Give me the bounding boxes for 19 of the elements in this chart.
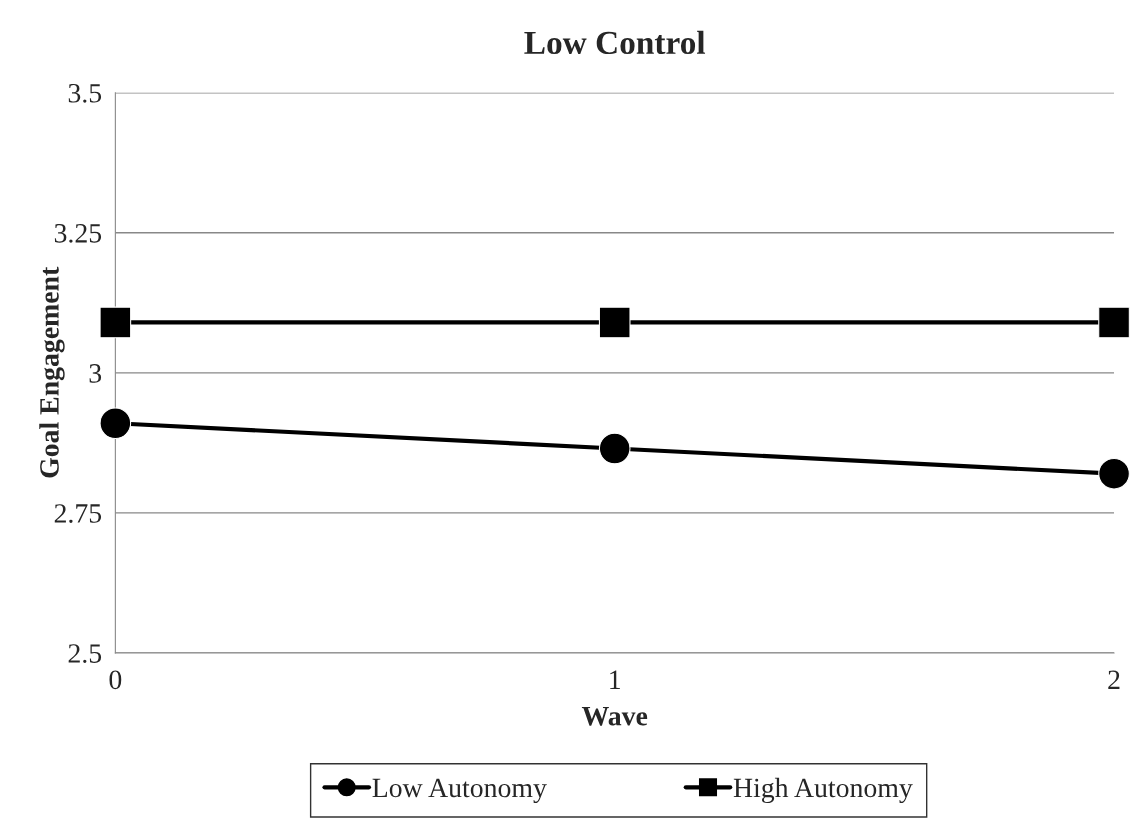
point <box>1098 457 1130 490</box>
y-tick-label: 3.5 <box>68 83 102 103</box>
point <box>598 432 631 465</box>
point <box>99 407 132 440</box>
x-tick-label: 2 <box>1108 670 1120 689</box>
y-tick-label: 2.75 <box>54 504 102 523</box>
legend-label: High Autonomy <box>733 777 913 804</box>
x-axis-title: Wave <box>581 707 648 726</box>
point <box>598 306 631 339</box>
x-tick-label: 0 <box>109 670 122 690</box>
x-tick-label: 1 <box>610 670 620 689</box>
point <box>1098 306 1130 339</box>
y-tick-label: 2.5 <box>68 644 102 663</box>
point <box>99 306 132 339</box>
y-axis-title: Goal Engagement <box>39 266 65 478</box>
legend-label: Low Autonomy <box>372 778 547 804</box>
y-tick-label: 3 <box>89 364 102 383</box>
chart-title: Low Control <box>524 30 706 55</box>
y-tick-label: 3.25 <box>54 224 102 243</box>
